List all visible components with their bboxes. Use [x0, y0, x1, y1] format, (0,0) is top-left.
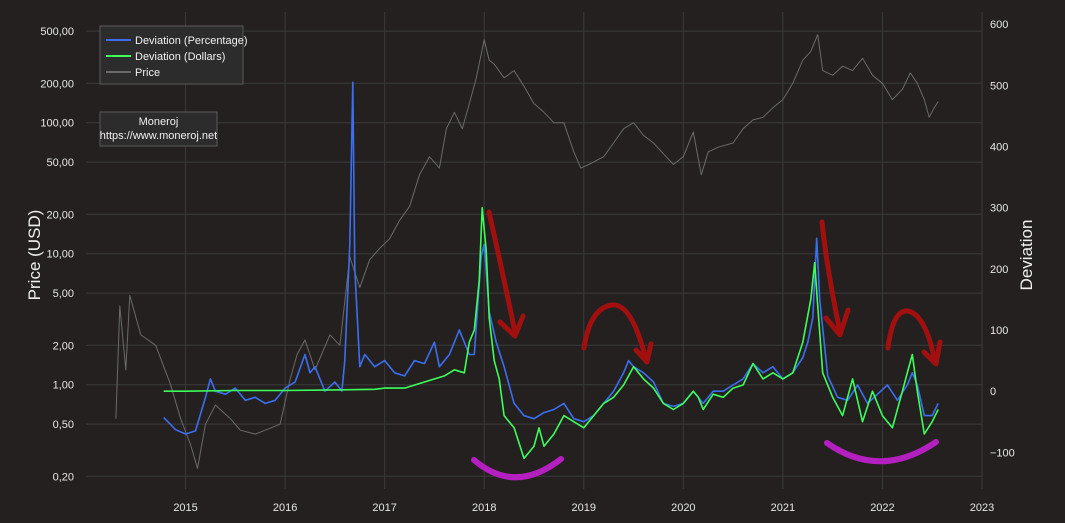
- y2-tick-label: 600: [990, 19, 1008, 31]
- annotation-line-1: Moneroj: [139, 116, 179, 128]
- y-tick-label: 100,00: [40, 118, 74, 130]
- y2-tick-label: 200: [990, 264, 1008, 276]
- y-tick-label: 10,00: [46, 249, 74, 261]
- annotation-box-frame: [99, 111, 218, 147]
- arc-arrow-2022: [885, 308, 938, 365]
- x-tick-label: 2023: [970, 502, 994, 514]
- legend-label-percentage: Deviation (Percentage): [135, 35, 248, 47]
- y2-tick-label: 0: [990, 386, 996, 398]
- down-arrow-2021: [819, 219, 843, 335]
- y-tick-label: 200,00: [40, 78, 74, 90]
- series-layer: [115, 34, 939, 469]
- series-line-price: [115, 34, 939, 469]
- x-tick-label: 2019: [572, 502, 596, 514]
- legend: Deviation (Percentage) Deviation (Dollar…: [99, 25, 248, 85]
- y2-tick-label: −100: [990, 447, 1015, 459]
- y-tick-label: 20,00: [46, 209, 74, 221]
- x-tick-label: 2015: [173, 502, 197, 514]
- y-tick-label: 1,00: [53, 380, 74, 392]
- y-tick-label: 0,50: [53, 419, 74, 431]
- tick-layer: 2015 2016 2017 2018 2019 2020 2021 2022 2023 0,20…: [40, 19, 1014, 514]
- arc-arrow-2022-head: [921, 339, 943, 367]
- y-axis-title-left: Price (USD): [25, 210, 44, 301]
- x-tick-label: 2016: [273, 502, 297, 514]
- bottom-arc-2021: [824, 439, 939, 465]
- series-line-deviation-dollars: [163, 206, 939, 460]
- y-tick-label: 0,20: [53, 471, 74, 483]
- y-tick-label: 5,00: [53, 288, 74, 300]
- annotation-marks: [471, 209, 943, 481]
- annotation-line-2: https://www.moneroj.net: [100, 130, 217, 142]
- down-arrow-2018: [486, 209, 518, 335]
- down-arrow-2021-head: [823, 307, 851, 338]
- legend-label-price: Price: [135, 67, 160, 79]
- y2-tick-label: 400: [990, 142, 1008, 154]
- y-tick-label: 2,00: [53, 340, 74, 352]
- y2-tick-label: 500: [990, 80, 1008, 92]
- bottom-arc-2018: [471, 456, 564, 481]
- y2-tick-label: 100: [990, 325, 1008, 337]
- x-tick-label: 2020: [671, 502, 695, 514]
- x-tick-label: 2017: [372, 502, 396, 514]
- x-tick-label: 2022: [870, 502, 894, 514]
- x-tick-label: 2018: [472, 502, 496, 514]
- y2-tick-label: 300: [990, 203, 1008, 215]
- down-arrow-2018-head: [497, 313, 526, 339]
- arc-arrow-2019: [581, 302, 649, 363]
- x-tick-label: 2021: [771, 502, 795, 514]
- arc-arrow-2019-head: [633, 341, 654, 365]
- series-line-deviation-percentage: [163, 81, 939, 435]
- y-axis-title-right: Deviation: [1017, 220, 1036, 291]
- legend-label-dollars: Deviation (Dollars): [135, 51, 225, 63]
- annotation-box: Moneroj https://www.moneroj.net: [99, 111, 218, 147]
- y-tick-label: 50,00: [46, 157, 74, 169]
- y-tick-label: 500,00: [40, 26, 74, 38]
